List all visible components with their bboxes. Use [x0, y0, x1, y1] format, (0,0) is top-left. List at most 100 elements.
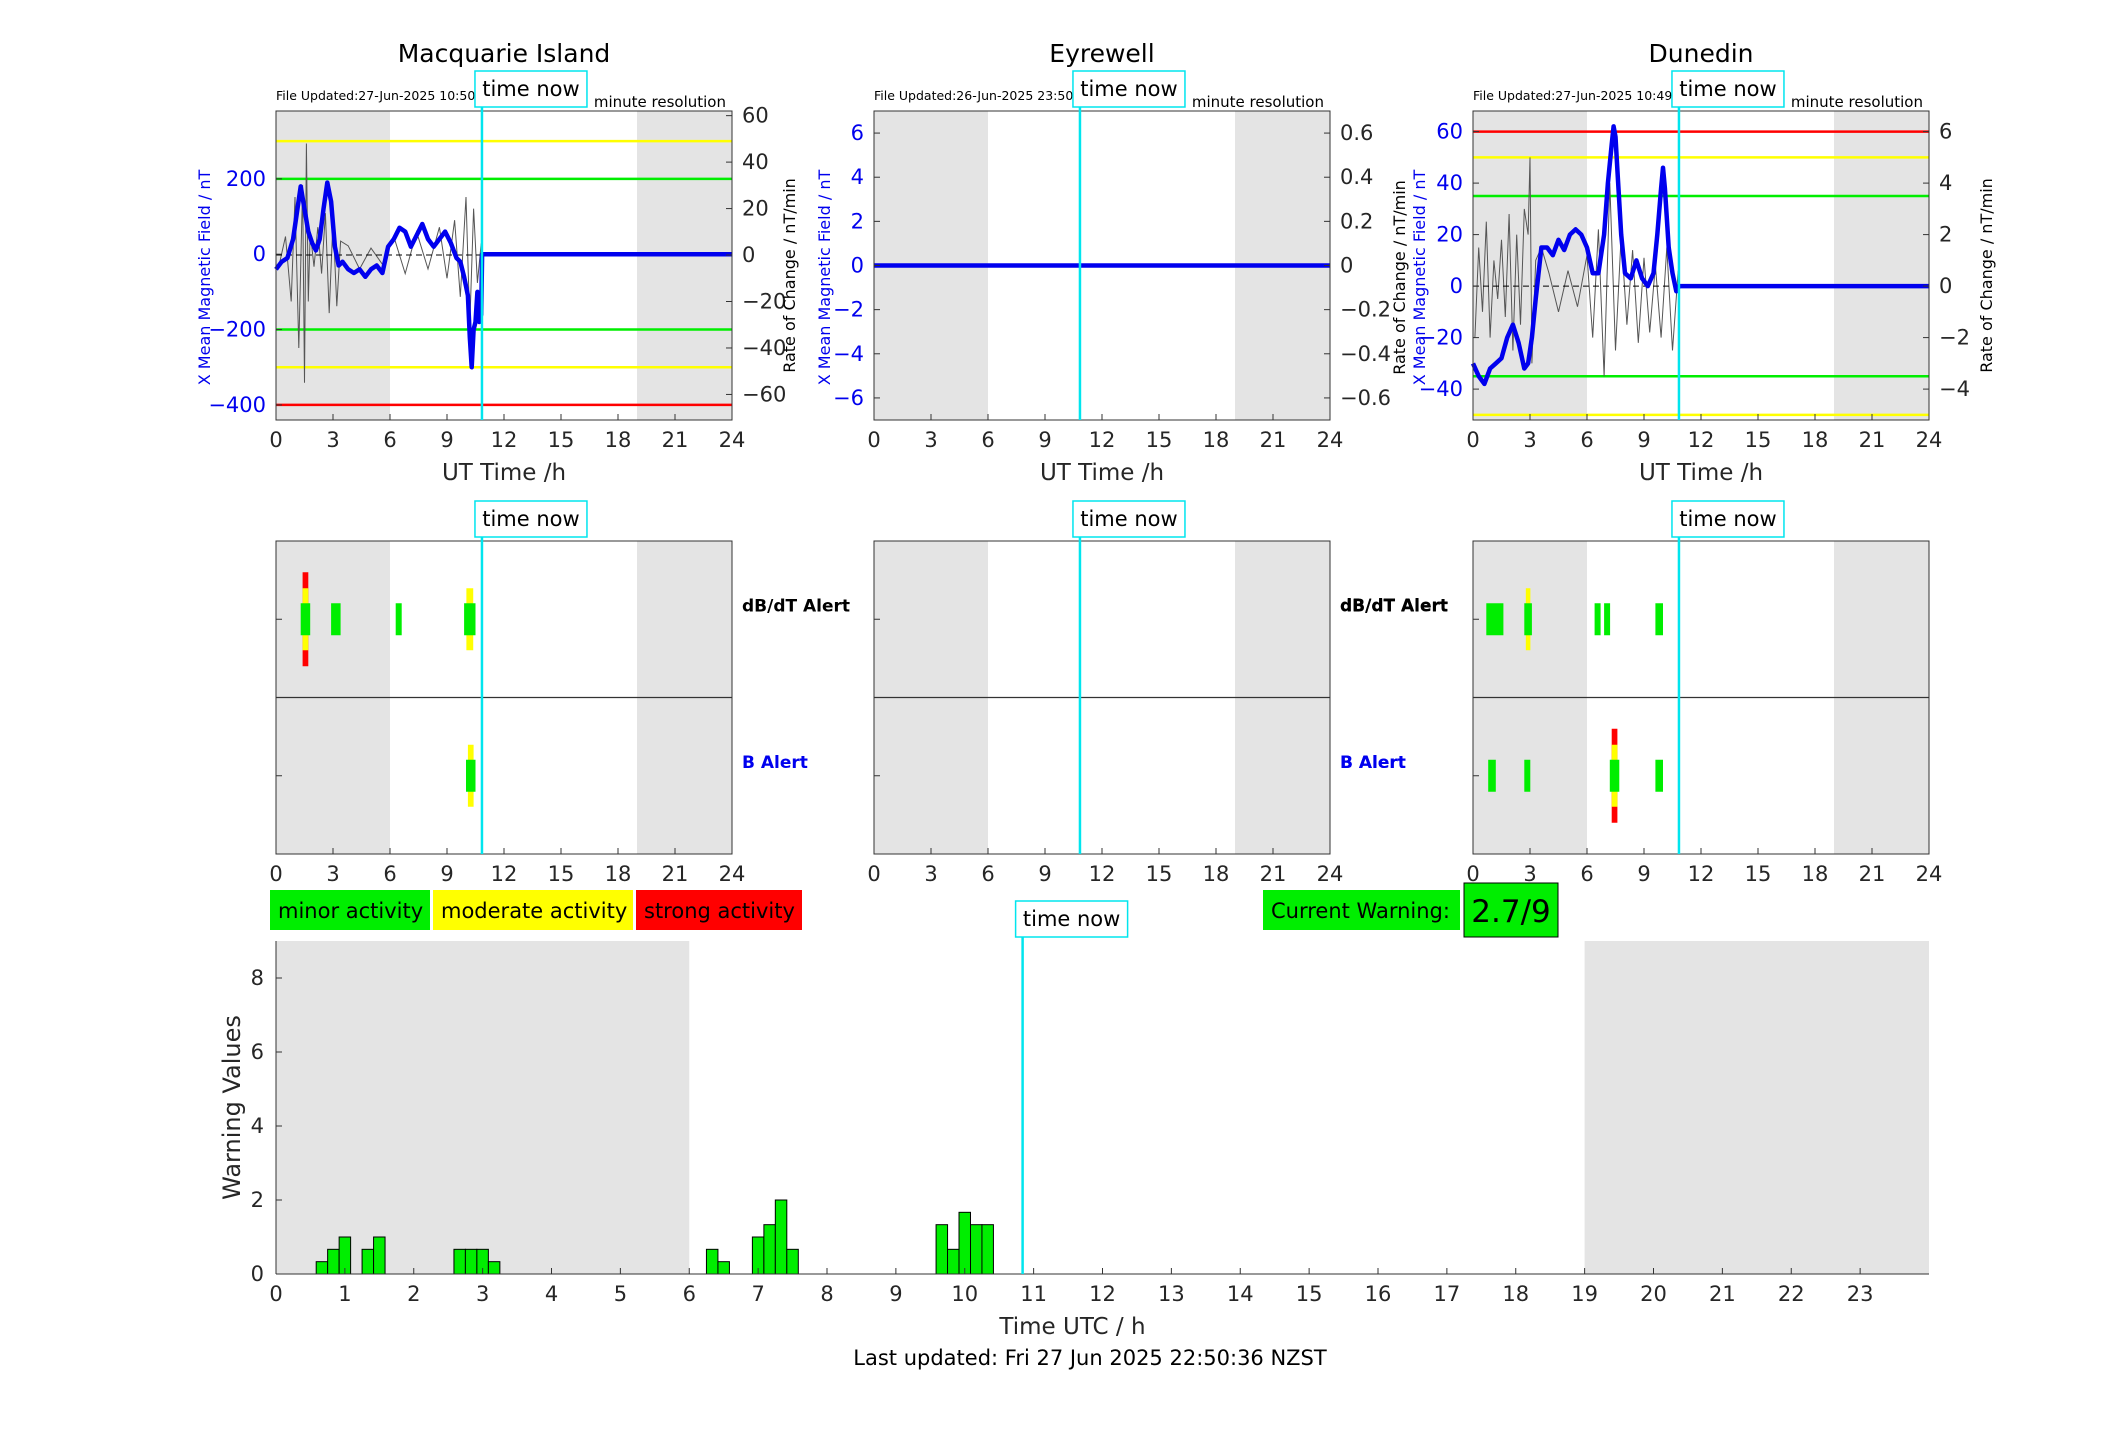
y-right-tick-label: 0.6	[1340, 121, 1373, 145]
warning-bar	[947, 1248, 960, 1275]
current-warning: Current Warning: 2.7/9	[1263, 882, 1559, 938]
y-right-tick-label: −60	[742, 382, 786, 406]
x-tick-label: 6	[981, 862, 994, 886]
y-right-tick-label: 6	[1939, 120, 1952, 144]
night-shading	[276, 111, 390, 420]
x-tick-label: 9	[889, 1282, 902, 1306]
resolution-text: minute resolution	[1192, 93, 1324, 111]
warning-bar	[327, 1248, 340, 1275]
x-tick-label: 13	[1158, 1282, 1185, 1306]
alert-minor-segment	[1655, 603, 1663, 636]
y-tick-label: 8	[251, 966, 264, 990]
alert-minor-segment	[464, 603, 476, 636]
x-tick-label: 24	[1317, 428, 1344, 452]
warning-bar	[705, 1248, 719, 1275]
y-tick-label: −2	[833, 298, 864, 322]
warning-values-chart: 0 1 2 3 4 5 6 7 8 9 10 11 12 13 14 15 16 17 18 19 20 21 22 2302…	[218, 941, 1929, 1340]
x-tick-label: 21	[1859, 428, 1886, 452]
warning-time-now-label: time now	[1023, 907, 1120, 931]
warning-bar	[373, 1236, 386, 1275]
y-right-tick-label: 0.2	[1340, 209, 1373, 233]
macquarie-time-now-label: time now	[482, 77, 579, 101]
y-tick-label: −4	[833, 342, 864, 366]
dunedin-alert-time-now-label: time now	[1679, 507, 1776, 531]
x-tick-label: 6	[383, 862, 396, 886]
y-tick-label: −400	[208, 393, 266, 417]
x-tick-label: 12	[1089, 1282, 1116, 1306]
resolution-text: minute resolution	[594, 93, 726, 111]
x-tick-label: 15	[548, 862, 575, 886]
warning-time-now-box	[1014, 900, 1129, 938]
x-tick-label: 12	[1089, 428, 1116, 452]
x-tick-label: 18	[1203, 428, 1230, 452]
x-tick-label: 15	[1745, 428, 1772, 452]
x-tick-label: 23	[1847, 1282, 1874, 1306]
x-tick-label: 15	[1745, 862, 1772, 886]
y-tick-label: −20	[1419, 326, 1463, 350]
y-tick-label: 6	[251, 1040, 264, 1064]
y-tick-label: 4	[251, 1114, 264, 1138]
legend-item-moderate: moderate activity	[433, 890, 633, 930]
x-tick-label: 15	[548, 428, 575, 452]
warning-bar	[487, 1261, 501, 1275]
x-tick-label: 14	[1227, 1282, 1254, 1306]
dunedin-time-now-marker: time now	[1671, 70, 1785, 108]
y-tick-label: −40	[1419, 377, 1463, 401]
x-tick-label: 1	[338, 1282, 351, 1306]
y-right-tick-label: −20	[742, 290, 786, 314]
x-tick-label: 17	[1434, 1282, 1461, 1306]
dbdt-alert-label: dB/dT Alert	[742, 596, 850, 616]
alert-minor-segment	[1486, 603, 1504, 636]
dunedin-time-now-label: time now	[1679, 77, 1776, 101]
x-tick-label: 24	[719, 428, 746, 452]
warning-time-now-marker: time now	[1014, 900, 1129, 938]
dunedin-alert-panel: 0 3 6 9 12 15 18 21 24	[1466, 540, 1942, 886]
alert-minor-segment	[466, 759, 476, 792]
macquarie-field-chart: 0 3 6 9 12 15 18 21 24−400−2000200−60−40−2002040…	[195, 39, 799, 486]
x-tick-label: 0	[1466, 862, 1479, 886]
warning-bar	[958, 1211, 971, 1275]
b-alert-label: B Alert	[742, 753, 808, 773]
x-tick-label: 12	[491, 428, 518, 452]
y-tick-label: −6	[833, 386, 864, 410]
y-axis-label-left: X Mean Magnetic Field / nT	[1410, 170, 1429, 386]
y-axis-label-extra: Rate of Change / nT/min	[1390, 180, 1409, 375]
y-right-tick-label: −40	[742, 336, 786, 360]
legend-swatch-moderate	[433, 890, 633, 930]
dbdt-alert-label-dunedin: dB/dT Alert	[1340, 596, 1448, 616]
y-right-tick-label: −0.2	[1340, 298, 1391, 322]
x-tick-label: 15	[1146, 862, 1173, 886]
alert-minor-segment	[395, 603, 402, 636]
warning-bar	[464, 1248, 478, 1275]
macquarie-time-now-marker: time now	[474, 70, 588, 108]
x-tick-label: 18	[1802, 862, 1829, 886]
y-right-tick-label: −0.4	[1340, 342, 1391, 366]
warning-bar	[774, 1199, 788, 1275]
alert-minor-segment	[1488, 759, 1496, 792]
x-tick-label: 3	[326, 862, 339, 886]
x-tick-label: 18	[1203, 862, 1230, 886]
alert-minor-segment	[1524, 603, 1532, 636]
x-tick-label: 12	[491, 862, 518, 886]
x-tick-label: 18	[1502, 1282, 1529, 1306]
x-tick-label: 10	[951, 1282, 978, 1306]
x-tick-label: 9	[1637, 428, 1650, 452]
x-tick-label: 0	[269, 1282, 282, 1306]
dbdt-alert-label: dB/dT Alert	[1340, 596, 1448, 616]
y-right-tick-label: 20	[742, 197, 769, 221]
x-tick-label: 16	[1365, 1282, 1392, 1306]
x-tick-label: 24	[1916, 428, 1943, 452]
alert-minor-segment	[331, 603, 341, 636]
eyrewell-time-now-marker: time now	[1072, 70, 1186, 108]
eyrewell-time-now-box	[1072, 70, 1186, 108]
x-field-series	[1470, 124, 1929, 387]
y-right-tick-label: 0	[1340, 254, 1353, 278]
legend-label-minor: minor activity	[278, 899, 423, 923]
eyrewell-alert-time-now-label: time now	[1080, 507, 1177, 531]
dunedin-alert-time-now-marker: time now	[1671, 500, 1785, 538]
x-tick-label: 0	[269, 862, 282, 886]
file-updated-text: File Updated:27-Jun-2025 10:50:03 UTC	[276, 88, 524, 103]
night-shading	[276, 941, 690, 1274]
alert-minor-segment	[300, 603, 311, 636]
station-title: Dunedin	[1649, 39, 1754, 68]
